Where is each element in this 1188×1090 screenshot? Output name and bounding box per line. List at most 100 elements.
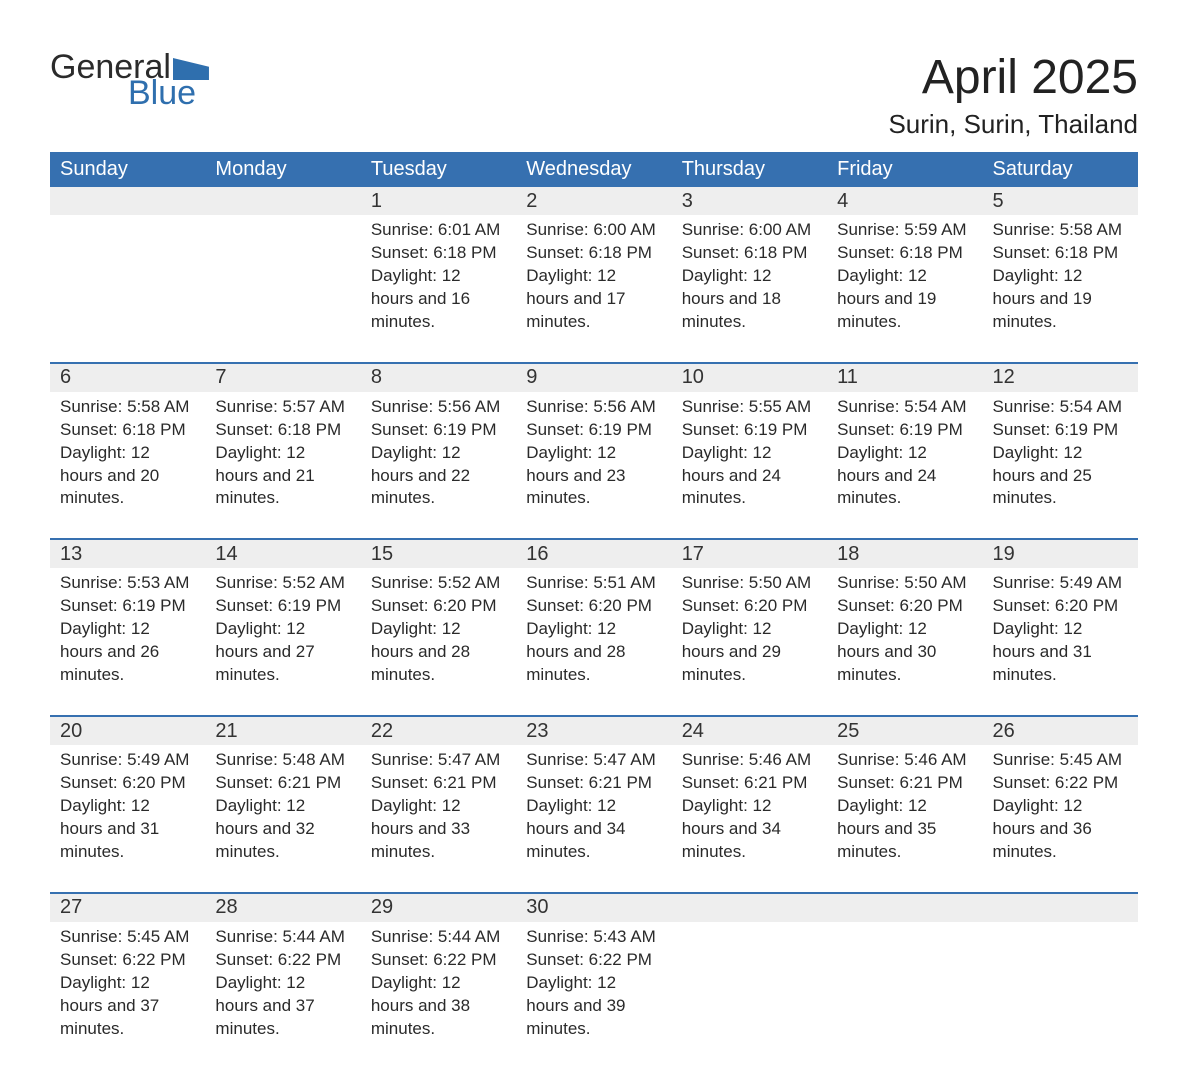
daylight-line: Daylight: 12 hours and 24 minutes. — [682, 442, 817, 511]
sunset-line: Sunset: 6:18 PM — [60, 419, 195, 442]
day-number-row: 20212223242526 — [50, 717, 1138, 745]
sunset-line: Sunset: 6:21 PM — [215, 772, 350, 795]
day-header: Sunday — [50, 152, 205, 187]
calendar-body: 12345Sunrise: 6:01 AMSunset: 6:18 PMDayl… — [50, 187, 1138, 1050]
day-number-cell: 24 — [672, 717, 827, 745]
day-detail-cell: Sunrise: 5:53 AMSunset: 6:19 PMDaylight:… — [50, 568, 205, 716]
sunrise-line: Sunrise: 5:51 AM — [526, 572, 661, 595]
daylight-line: Daylight: 12 hours and 31 minutes. — [993, 618, 1128, 687]
day-number-cell: 21 — [205, 717, 360, 745]
sunset-line: Sunset: 6:18 PM — [837, 242, 972, 265]
sunset-line: Sunset: 6:22 PM — [993, 772, 1128, 795]
day-detail-cell: Sunrise: 5:57 AMSunset: 6:18 PMDaylight:… — [205, 392, 360, 540]
daylight-line: Daylight: 12 hours and 18 minutes. — [682, 265, 817, 334]
sunrise-line: Sunrise: 5:45 AM — [60, 926, 195, 949]
sunrise-line: Sunrise: 5:52 AM — [371, 572, 506, 595]
sunset-line: Sunset: 6:20 PM — [60, 772, 195, 795]
day-number-cell — [50, 187, 205, 215]
sunset-line: Sunset: 6:21 PM — [526, 772, 661, 795]
day-detail-cell — [983, 922, 1138, 1051]
calendar-page: General Blue April 2025 Surin, Surin, Th… — [0, 0, 1188, 1090]
page-header: General Blue April 2025 Surin, Surin, Th… — [50, 50, 1138, 140]
day-number-cell: 12 — [983, 364, 1138, 392]
sunset-line: Sunset: 6:20 PM — [371, 595, 506, 618]
day-number-cell: 22 — [361, 717, 516, 745]
day-detail-cell — [672, 922, 827, 1051]
daylight-line: Daylight: 12 hours and 22 minutes. — [371, 442, 506, 511]
daylight-line: Daylight: 12 hours and 20 minutes. — [60, 442, 195, 511]
daylight-line: Daylight: 12 hours and 27 minutes. — [215, 618, 350, 687]
day-detail-cell: Sunrise: 5:50 AMSunset: 6:20 PMDaylight:… — [672, 568, 827, 716]
daylight-line: Daylight: 12 hours and 36 minutes. — [993, 795, 1128, 864]
sunset-line: Sunset: 6:19 PM — [215, 595, 350, 618]
day-detail-cell: Sunrise: 5:52 AMSunset: 6:20 PMDaylight:… — [361, 568, 516, 716]
sunrise-line: Sunrise: 5:52 AM — [215, 572, 350, 595]
daylight-line: Daylight: 12 hours and 32 minutes. — [215, 795, 350, 864]
day-number-cell: 3 — [672, 187, 827, 215]
sunset-line: Sunset: 6:18 PM — [371, 242, 506, 265]
day-detail-row: Sunrise: 5:45 AMSunset: 6:22 PMDaylight:… — [50, 922, 1138, 1051]
daylight-line: Daylight: 12 hours and 29 minutes. — [682, 618, 817, 687]
sunrise-line: Sunrise: 6:00 AM — [682, 219, 817, 242]
day-number-cell: 13 — [50, 540, 205, 568]
day-number-cell: 20 — [50, 717, 205, 745]
sunset-line: Sunset: 6:22 PM — [526, 949, 661, 972]
day-detail-cell: Sunrise: 5:51 AMSunset: 6:20 PMDaylight:… — [516, 568, 671, 716]
sunset-line: Sunset: 6:22 PM — [371, 949, 506, 972]
daylight-line: Daylight: 12 hours and 28 minutes. — [371, 618, 506, 687]
sunrise-line: Sunrise: 5:54 AM — [837, 396, 972, 419]
day-detail-cell: Sunrise: 5:47 AMSunset: 6:21 PMDaylight:… — [361, 745, 516, 893]
day-detail-cell: Sunrise: 5:50 AMSunset: 6:20 PMDaylight:… — [827, 568, 982, 716]
sunrise-line: Sunrise: 5:56 AM — [371, 396, 506, 419]
day-number-cell: 14 — [205, 540, 360, 568]
daylight-line: Daylight: 12 hours and 35 minutes. — [837, 795, 972, 864]
day-detail-cell: Sunrise: 6:01 AMSunset: 6:18 PMDaylight:… — [361, 215, 516, 363]
sunset-line: Sunset: 6:21 PM — [682, 772, 817, 795]
day-detail-row: Sunrise: 6:01 AMSunset: 6:18 PMDaylight:… — [50, 215, 1138, 363]
sunset-line: Sunset: 6:22 PM — [215, 949, 350, 972]
sunrise-line: Sunrise: 5:58 AM — [993, 219, 1128, 242]
day-detail-cell — [50, 215, 205, 363]
day-detail-cell: Sunrise: 6:00 AMSunset: 6:18 PMDaylight:… — [516, 215, 671, 363]
day-header-row: Sunday Monday Tuesday Wednesday Thursday… — [50, 152, 1138, 187]
daylight-line: Daylight: 12 hours and 34 minutes. — [682, 795, 817, 864]
sunrise-line: Sunrise: 5:50 AM — [682, 572, 817, 595]
sunrise-line: Sunrise: 5:50 AM — [837, 572, 972, 595]
daylight-line: Daylight: 12 hours and 16 minutes. — [371, 265, 506, 334]
sunrise-line: Sunrise: 5:54 AM — [993, 396, 1128, 419]
sunrise-line: Sunrise: 5:49 AM — [993, 572, 1128, 595]
daylight-line: Daylight: 12 hours and 17 minutes. — [526, 265, 661, 334]
day-number-cell: 25 — [827, 717, 982, 745]
sunrise-line: Sunrise: 5:43 AM — [526, 926, 661, 949]
sunrise-line: Sunrise: 5:47 AM — [371, 749, 506, 772]
day-detail-cell: Sunrise: 5:45 AMSunset: 6:22 PMDaylight:… — [983, 745, 1138, 893]
sunset-line: Sunset: 6:19 PM — [526, 419, 661, 442]
day-detail-cell: Sunrise: 5:54 AMSunset: 6:19 PMDaylight:… — [827, 392, 982, 540]
day-detail-cell: Sunrise: 6:00 AMSunset: 6:18 PMDaylight:… — [672, 215, 827, 363]
day-detail-row: Sunrise: 5:58 AMSunset: 6:18 PMDaylight:… — [50, 392, 1138, 540]
sunrise-line: Sunrise: 5:46 AM — [837, 749, 972, 772]
month-title: April 2025 — [888, 50, 1138, 105]
day-detail-cell: Sunrise: 5:49 AMSunset: 6:20 PMDaylight:… — [983, 568, 1138, 716]
day-header: Thursday — [672, 152, 827, 187]
day-header: Wednesday — [516, 152, 671, 187]
day-detail-cell: Sunrise: 5:48 AMSunset: 6:21 PMDaylight:… — [205, 745, 360, 893]
sunrise-line: Sunrise: 5:59 AM — [837, 219, 972, 242]
day-detail-cell: Sunrise: 5:58 AMSunset: 6:18 PMDaylight:… — [50, 392, 205, 540]
day-number-cell: 7 — [205, 364, 360, 392]
day-header: Tuesday — [361, 152, 516, 187]
sunset-line: Sunset: 6:18 PM — [682, 242, 817, 265]
day-detail-cell: Sunrise: 5:56 AMSunset: 6:19 PMDaylight:… — [516, 392, 671, 540]
daylight-line: Daylight: 12 hours and 37 minutes. — [60, 972, 195, 1041]
day-number-cell: 23 — [516, 717, 671, 745]
sunset-line: Sunset: 6:21 PM — [371, 772, 506, 795]
daylight-line: Daylight: 12 hours and 19 minutes. — [993, 265, 1128, 334]
day-detail-cell — [205, 215, 360, 363]
daylight-line: Daylight: 12 hours and 30 minutes. — [837, 618, 972, 687]
day-detail-cell — [827, 922, 982, 1051]
logo-text-blue: Blue — [128, 76, 209, 110]
daylight-line: Daylight: 12 hours and 39 minutes. — [526, 972, 661, 1041]
day-number-cell: 2 — [516, 187, 671, 215]
day-number-cell: 4 — [827, 187, 982, 215]
title-block: April 2025 Surin, Surin, Thailand — [888, 50, 1138, 140]
